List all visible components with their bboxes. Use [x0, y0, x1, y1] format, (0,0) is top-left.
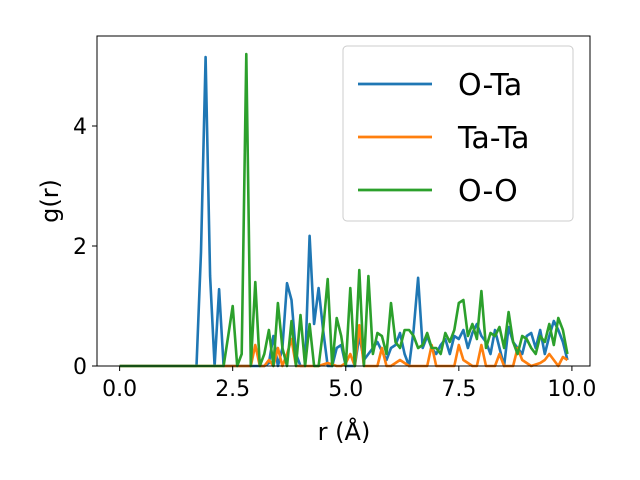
series-line-o-ta	[119, 55, 569, 368]
series-line-o-o	[119, 52, 569, 368]
x-tick-label: 0.0	[102, 377, 137, 402]
legend-box	[342, 45, 574, 222]
axes: 0.0 2.5 5.0 7.5 10.0 0 2 4	[73, 35, 596, 402]
x-axis-label: r (Å)	[318, 417, 371, 446]
legend: O-Ta Ta-Ta O-O	[342, 45, 574, 222]
axes-frame	[96, 35, 591, 367]
y-tick-label: 0	[73, 355, 87, 380]
x-tick-label: 5.0	[328, 377, 363, 402]
legend-label-o-o: O-O	[458, 174, 518, 209]
legend-label-ta-ta: Ta-Ta	[457, 121, 530, 156]
y-tick-label: 2	[73, 235, 87, 260]
x-tick-label: 7.5	[441, 377, 476, 402]
y-tick-label: 4	[73, 115, 87, 140]
x-tick-label: 2.5	[215, 377, 250, 402]
x-tick-label: 10.0	[547, 377, 596, 402]
legend-label-o-ta: O-Ta	[458, 68, 522, 103]
y-axis-label: g(r)	[36, 179, 64, 223]
